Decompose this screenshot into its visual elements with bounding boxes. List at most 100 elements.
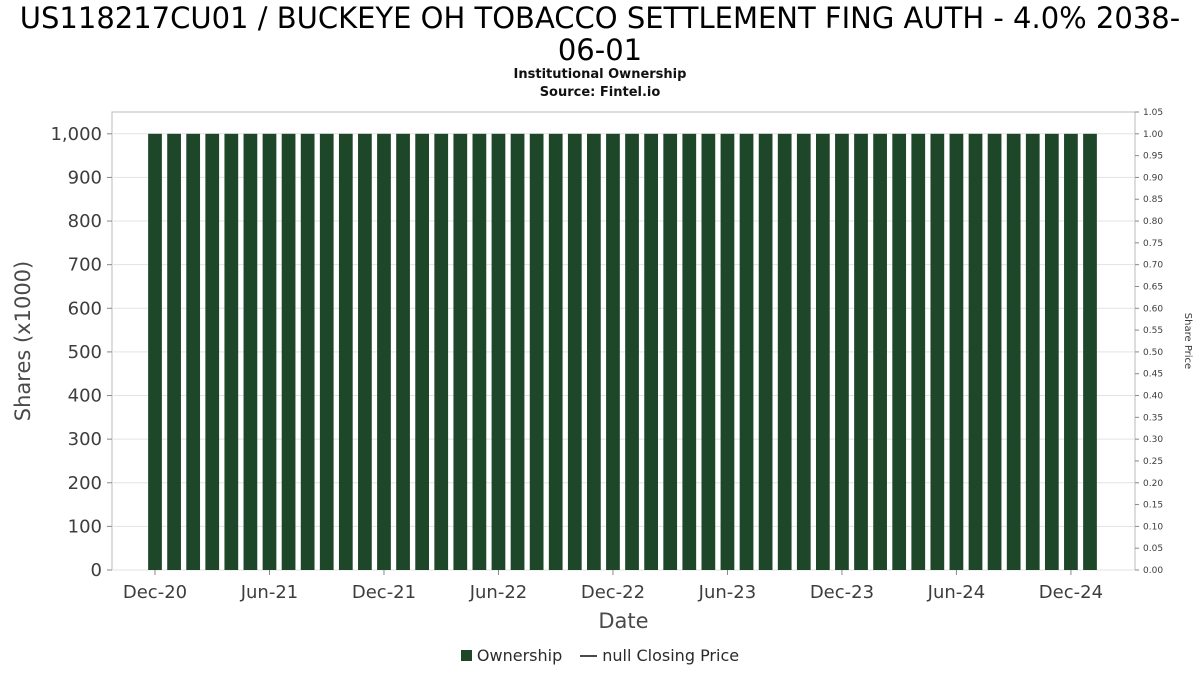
- legend-item-ownership: Ownership: [460, 646, 563, 665]
- ownership-bar: [338, 133, 353, 571]
- svg-text:100: 100: [68, 516, 102, 537]
- ownership-swatch-icon: [460, 650, 472, 661]
- chart-legend: Ownership null Closing Price: [0, 646, 1200, 665]
- ownership-bar: [892, 133, 907, 571]
- ownership-bar: [548, 133, 563, 571]
- svg-text:0.05: 0.05: [1143, 544, 1163, 554]
- svg-text:0.25: 0.25: [1143, 457, 1163, 467]
- ownership-bar: [739, 133, 754, 571]
- svg-text:Dec-22: Dec-22: [581, 582, 645, 603]
- svg-text:0.50: 0.50: [1143, 348, 1163, 358]
- svg-text:Dec-24: Dec-24: [1039, 582, 1103, 603]
- ownership-bar: [300, 133, 315, 571]
- svg-text:Jun-21: Jun-21: [240, 582, 299, 603]
- right-axis: 0.00 0.05 0.10 0.15 0.20 0.25 0.30 0.35 0.40 0.45…: [1135, 108, 1163, 576]
- ownership-bar: [644, 133, 658, 571]
- closing-price-line-icon: [580, 654, 598, 657]
- ownership-bar: [758, 133, 773, 571]
- ownership-bar: [911, 133, 926, 571]
- svg-text:0.35: 0.35: [1143, 413, 1163, 423]
- ownership-bar: [663, 133, 678, 571]
- svg-text:0.40: 0.40: [1143, 392, 1163, 402]
- ownership-bar: [510, 133, 525, 571]
- ownership-bar: [529, 133, 544, 571]
- svg-text:0.00: 0.00: [1143, 566, 1163, 576]
- svg-text:1.05: 1.05: [1143, 108, 1163, 118]
- svg-text:0.60: 0.60: [1143, 304, 1163, 314]
- svg-text:800: 800: [68, 211, 102, 232]
- left-axis-title: Shares (x1000): [11, 261, 35, 421]
- svg-text:700: 700: [68, 255, 102, 276]
- ownership-bar: [682, 133, 697, 571]
- svg-text:0.10: 0.10: [1143, 522, 1163, 532]
- ownership-bar: [243, 133, 258, 571]
- ownership-bar: [987, 133, 1002, 571]
- ownership-bar: [720, 133, 735, 571]
- svg-text:0.65: 0.65: [1143, 282, 1163, 292]
- svg-text:500: 500: [68, 342, 102, 363]
- svg-text:0.45: 0.45: [1143, 370, 1163, 380]
- svg-text:0.70: 0.70: [1143, 261, 1163, 271]
- svg-text:Jun-23: Jun-23: [698, 582, 757, 603]
- ownership-bar: [854, 133, 868, 571]
- svg-text:Jun-24: Jun-24: [927, 582, 986, 603]
- ownership-bar: [224, 133, 239, 571]
- svg-text:0.55: 0.55: [1143, 326, 1163, 336]
- ownership-bar: [472, 133, 487, 571]
- ownership-bar: [815, 133, 830, 571]
- svg-text:0.90: 0.90: [1143, 173, 1163, 183]
- ownership-bar: [796, 133, 811, 571]
- ownership-bar: [701, 133, 716, 571]
- ownership-bar: [587, 133, 601, 571]
- ownership-bar: [186, 133, 201, 571]
- ownership-bar: [949, 133, 964, 571]
- svg-text:0.15: 0.15: [1143, 501, 1163, 511]
- legend-label-closing-price: null Closing Price: [602, 646, 740, 665]
- svg-text:Dec-20: Dec-20: [123, 582, 187, 603]
- svg-text:1.00: 1.00: [1143, 130, 1163, 140]
- ownership-bar: [358, 133, 372, 571]
- svg-text:Dec-21: Dec-21: [352, 582, 416, 603]
- ownership-bar: [396, 133, 410, 571]
- ownership-bar: [930, 133, 945, 571]
- ownership-bar: [835, 133, 849, 571]
- svg-text:400: 400: [68, 386, 102, 407]
- ownership-bar: [1025, 133, 1040, 571]
- ownership-bar: [873, 133, 887, 571]
- x-axis-title: Date: [598, 609, 648, 633]
- svg-text:0.80: 0.80: [1143, 217, 1163, 227]
- svg-text:900: 900: [68, 167, 102, 188]
- ownership-bar: [167, 133, 181, 571]
- svg-text:1,000: 1,000: [50, 124, 102, 145]
- ownership-bar: [625, 133, 639, 571]
- x-axis: Dec-20 Jun-21 Dec-21 Jun-22 Dec-22 Jun-23 Dec-…: [123, 570, 1103, 603]
- ownership-bar: [262, 133, 277, 571]
- ownership-bar: [968, 133, 983, 571]
- svg-text:600: 600: [68, 298, 102, 319]
- chart-subtitle: Institutional Ownership: [513, 67, 687, 82]
- left-axis: 0 100 200 300 400 500 600 700 800 900 1,000: [50, 124, 112, 581]
- ownership-bar: [415, 133, 430, 571]
- svg-text:0.85: 0.85: [1143, 195, 1163, 205]
- svg-text:0.95: 0.95: [1143, 152, 1163, 162]
- svg-text:200: 200: [68, 473, 102, 494]
- chart-source: Source: Fintel.io: [539, 85, 661, 100]
- ownership-bar: [606, 133, 620, 571]
- ownership-bar: [1044, 133, 1059, 571]
- svg-text:0: 0: [91, 560, 102, 581]
- legend-item-closing-price: null Closing Price: [580, 646, 739, 665]
- ownership-bar: [453, 133, 468, 571]
- right-axis-title: Share Price: [1182, 313, 1193, 369]
- svg-text:Dec-23: Dec-23: [810, 582, 874, 603]
- bars: [148, 133, 1097, 571]
- ownership-bar: [567, 133, 582, 571]
- legend-label-ownership: Ownership: [476, 646, 563, 665]
- ownership-bar: [1006, 133, 1021, 571]
- ownership-bar: [148, 133, 162, 571]
- ownership-bar: [1064, 133, 1078, 571]
- ownership-bar: [1083, 133, 1097, 571]
- ownership-bar: [319, 133, 334, 571]
- ownership-bar: [434, 133, 449, 571]
- ownership-bar: [377, 133, 391, 571]
